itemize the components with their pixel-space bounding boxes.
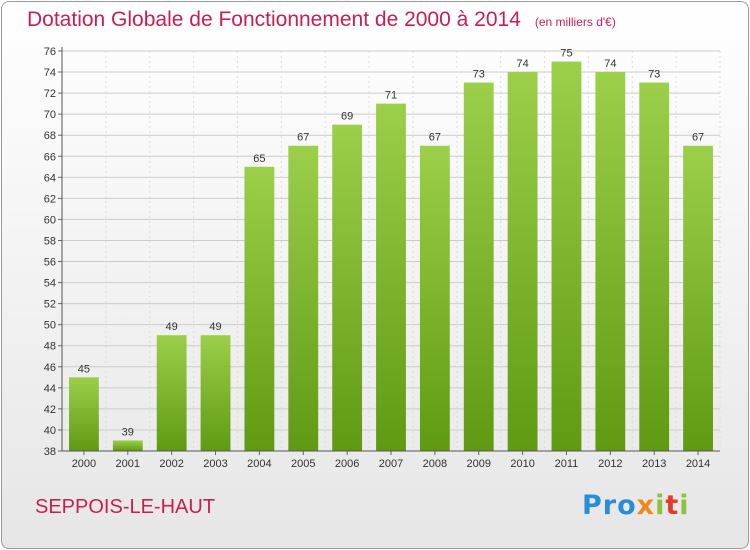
bar-value-label: 39: [122, 426, 134, 438]
bar: [156, 335, 187, 451]
bar: [244, 166, 275, 451]
x-tick-label: 2003: [203, 458, 227, 470]
y-tick-label: 46: [44, 362, 56, 374]
y-tick-label: 72: [44, 88, 56, 100]
y-tick-label: 54: [44, 278, 56, 290]
x-tick-label: 2000: [72, 458, 96, 470]
title-unit: (en milliers d'€): [534, 15, 616, 29]
bar-value-label: 67: [429, 132, 441, 144]
x-tick-label: 2007: [379, 458, 403, 470]
bar-value-label: 49: [209, 321, 221, 333]
bar-value-label: 71: [385, 90, 397, 102]
x-tick-label: 2006: [335, 458, 359, 470]
y-tick-label: 40: [44, 425, 56, 437]
bar-value-label: 69: [341, 111, 353, 123]
bar: [551, 61, 582, 452]
y-tick-label: 66: [44, 151, 56, 163]
bar-value-label: 49: [166, 321, 178, 333]
bars: 45 39 49 49 65 67 69 71 67 73 74 75 74 73 67: [69, 48, 713, 452]
x-tick-label: 2002: [159, 458, 183, 470]
bar-value-label: 67: [297, 132, 309, 144]
bar-value-label: 67: [692, 132, 704, 144]
x-tick-label: 2001: [116, 458, 140, 470]
bar: [112, 440, 143, 451]
y-tick-label: 50: [44, 320, 56, 332]
proxiti-logo: Proxiti: [582, 490, 690, 521]
title-text: Dotation Globale de Fonctionnement de 20…: [27, 8, 521, 31]
y-tick-label: 48: [44, 341, 56, 353]
y-tick-label: 52: [44, 299, 56, 311]
bar-value-label: 65: [253, 153, 265, 165]
y-tick-label: 60: [44, 214, 56, 226]
y-tick-label: 62: [44, 193, 56, 205]
bar-value-label: 73: [473, 69, 485, 81]
x-tick-label: 2012: [598, 458, 622, 470]
bar: [419, 145, 450, 451]
bar: [507, 72, 538, 451]
bar: [332, 124, 363, 452]
bar-value-label: 45: [78, 363, 90, 375]
x-tick-label: 2011: [555, 458, 579, 470]
location-name: SEPPOIS-LE-HAUT: [35, 496, 216, 518]
x-tick-label: 2009: [466, 458, 490, 470]
y-tick-label: 44: [44, 383, 56, 395]
y-tick-label: 58: [44, 235, 56, 247]
bar: [595, 72, 626, 451]
axes: 38 40 42 44 46 48 50 52 54 56 58 60 62 64 66 68 70 72 74 76…: [44, 46, 720, 470]
bar-value-label: 75: [560, 48, 572, 60]
bar: [200, 335, 231, 451]
bar: [376, 103, 406, 451]
x-tick-label: 2004: [247, 458, 271, 470]
x-tick-label: 2010: [510, 458, 534, 470]
x-tick-label: 2008: [423, 458, 447, 470]
bar-value-label: 73: [648, 69, 660, 81]
y-tick-label: 56: [44, 257, 56, 269]
y-tick-label: 64: [44, 172, 56, 184]
chart-title: Dotation Globale de Fonctionnement de 20…: [27, 8, 616, 32]
bar: [639, 82, 670, 451]
y-tick-label: 68: [44, 130, 56, 142]
y-tick-label: 74: [44, 67, 56, 79]
bar-value-label: 74: [604, 58, 616, 70]
y-tick-label: 42: [44, 404, 56, 416]
x-tick-label: 2014: [686, 458, 710, 470]
y-tick-label: 38: [44, 446, 56, 458]
bar: [463, 82, 494, 451]
x-tick-label: 2005: [291, 458, 315, 470]
bar: [683, 145, 713, 451]
bar: [69, 377, 99, 451]
y-tick-label: 70: [44, 109, 56, 121]
y-tick-label: 76: [44, 46, 56, 58]
bar: [288, 145, 319, 451]
x-tick-label: 2013: [642, 458, 666, 470]
bar-value-label: 74: [516, 58, 528, 70]
